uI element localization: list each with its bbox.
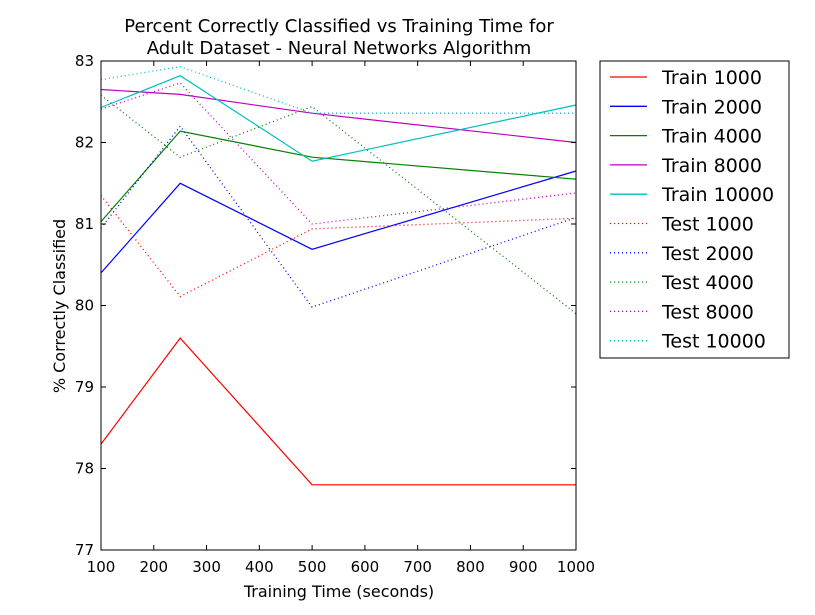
legend-label: Train 4000 (661, 126, 762, 148)
legend-label: Train 1000 (661, 67, 762, 89)
x-axis-ticks: 100 200 300 400 500 600 700 800 900 1000 (87, 61, 595, 576)
series-line-test-8000 (100, 82, 577, 225)
series-line-test-1000 (100, 195, 577, 298)
legend-label: Train 8000 (661, 155, 762, 177)
legend-label: Test 1000 (661, 214, 754, 236)
y-tick-label: 79 (75, 378, 94, 396)
chart-title-line-2: Adult Dataset - Neural Networks Algorith… (147, 38, 532, 59)
plot-frame (100, 60, 577, 551)
x-tick-label: 600 (351, 558, 380, 576)
legend: Train 1000 Train 2000 Train 4000 Train 8000… (599, 60, 790, 359)
y-axis-label: % Correctly Classified (50, 219, 69, 393)
x-axis-label: Training Time (seconds) (243, 582, 434, 601)
x-tick-label: 800 (456, 558, 485, 576)
y-tick-label: 77 (75, 541, 94, 559)
legend-label: Train 10000 (661, 184, 774, 206)
x-tick-label: 1000 (557, 558, 595, 576)
series-line-train-2000 (100, 170, 577, 274)
y-axis-ticks: 77 78 79 80 81 82 83 (75, 52, 576, 559)
y-tick-label: 78 (75, 460, 94, 478)
y-tick-label: 81 (75, 215, 94, 233)
x-tick-label: 400 (245, 558, 274, 576)
x-tick-label: 100 (87, 558, 116, 576)
plot-series (100, 66, 577, 486)
series-line-train-10000 (100, 75, 577, 162)
legend-label: Test 4000 (661, 272, 754, 294)
legend-label: Test 10000 (661, 331, 766, 353)
legend-label: Train 2000 (661, 96, 762, 118)
x-tick-label: 700 (403, 558, 432, 576)
legend-frame (599, 60, 790, 359)
legend-label: Test 8000 (661, 301, 754, 323)
y-tick-label: 82 (75, 134, 94, 152)
series-line-test-2000 (100, 125, 577, 308)
y-tick-label: 83 (75, 52, 94, 70)
x-tick-label: 200 (139, 558, 168, 576)
series-line-test-4000 (100, 94, 577, 315)
x-tick-label: 900 (509, 558, 538, 576)
x-tick-label: 500 (298, 558, 327, 576)
series-line-test-10000 (100, 66, 576, 114)
series-line-train-1000 (100, 337, 576, 486)
x-tick-label: 300 (192, 558, 221, 576)
legend-label: Test 2000 (661, 243, 754, 265)
y-tick-label: 80 (75, 297, 94, 315)
series-line-train-8000 (100, 88, 577, 144)
chart-title-line-1: Percent Correctly Classified vs Training… (124, 16, 554, 37)
series-line-train-4000 (100, 130, 577, 222)
